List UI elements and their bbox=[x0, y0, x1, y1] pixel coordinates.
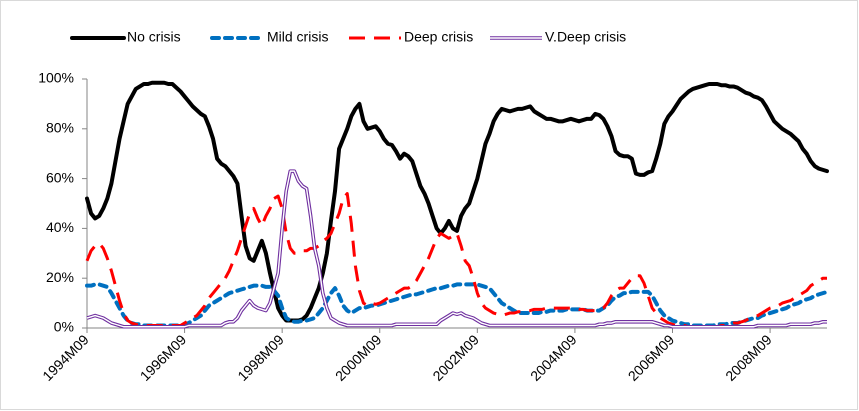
series-line bbox=[85, 80, 829, 323]
y-tick-label: 20% bbox=[46, 269, 74, 285]
legend-label: Mild crisis bbox=[267, 29, 328, 45]
series-line bbox=[85, 282, 829, 328]
y-tick-label: 80% bbox=[46, 120, 74, 136]
y-tick-label: 40% bbox=[46, 219, 74, 235]
legend-label: No crisis bbox=[127, 29, 181, 45]
legend-label: V.Deep crisis bbox=[545, 29, 626, 45]
y-tick-label: 100% bbox=[38, 70, 74, 86]
y-tick-label: 60% bbox=[46, 169, 74, 185]
series-line bbox=[85, 192, 827, 329]
y-tick-label: 0% bbox=[54, 319, 74, 335]
series-line-inner bbox=[86, 170, 827, 328]
legend-label: Deep crisis bbox=[404, 29, 473, 45]
